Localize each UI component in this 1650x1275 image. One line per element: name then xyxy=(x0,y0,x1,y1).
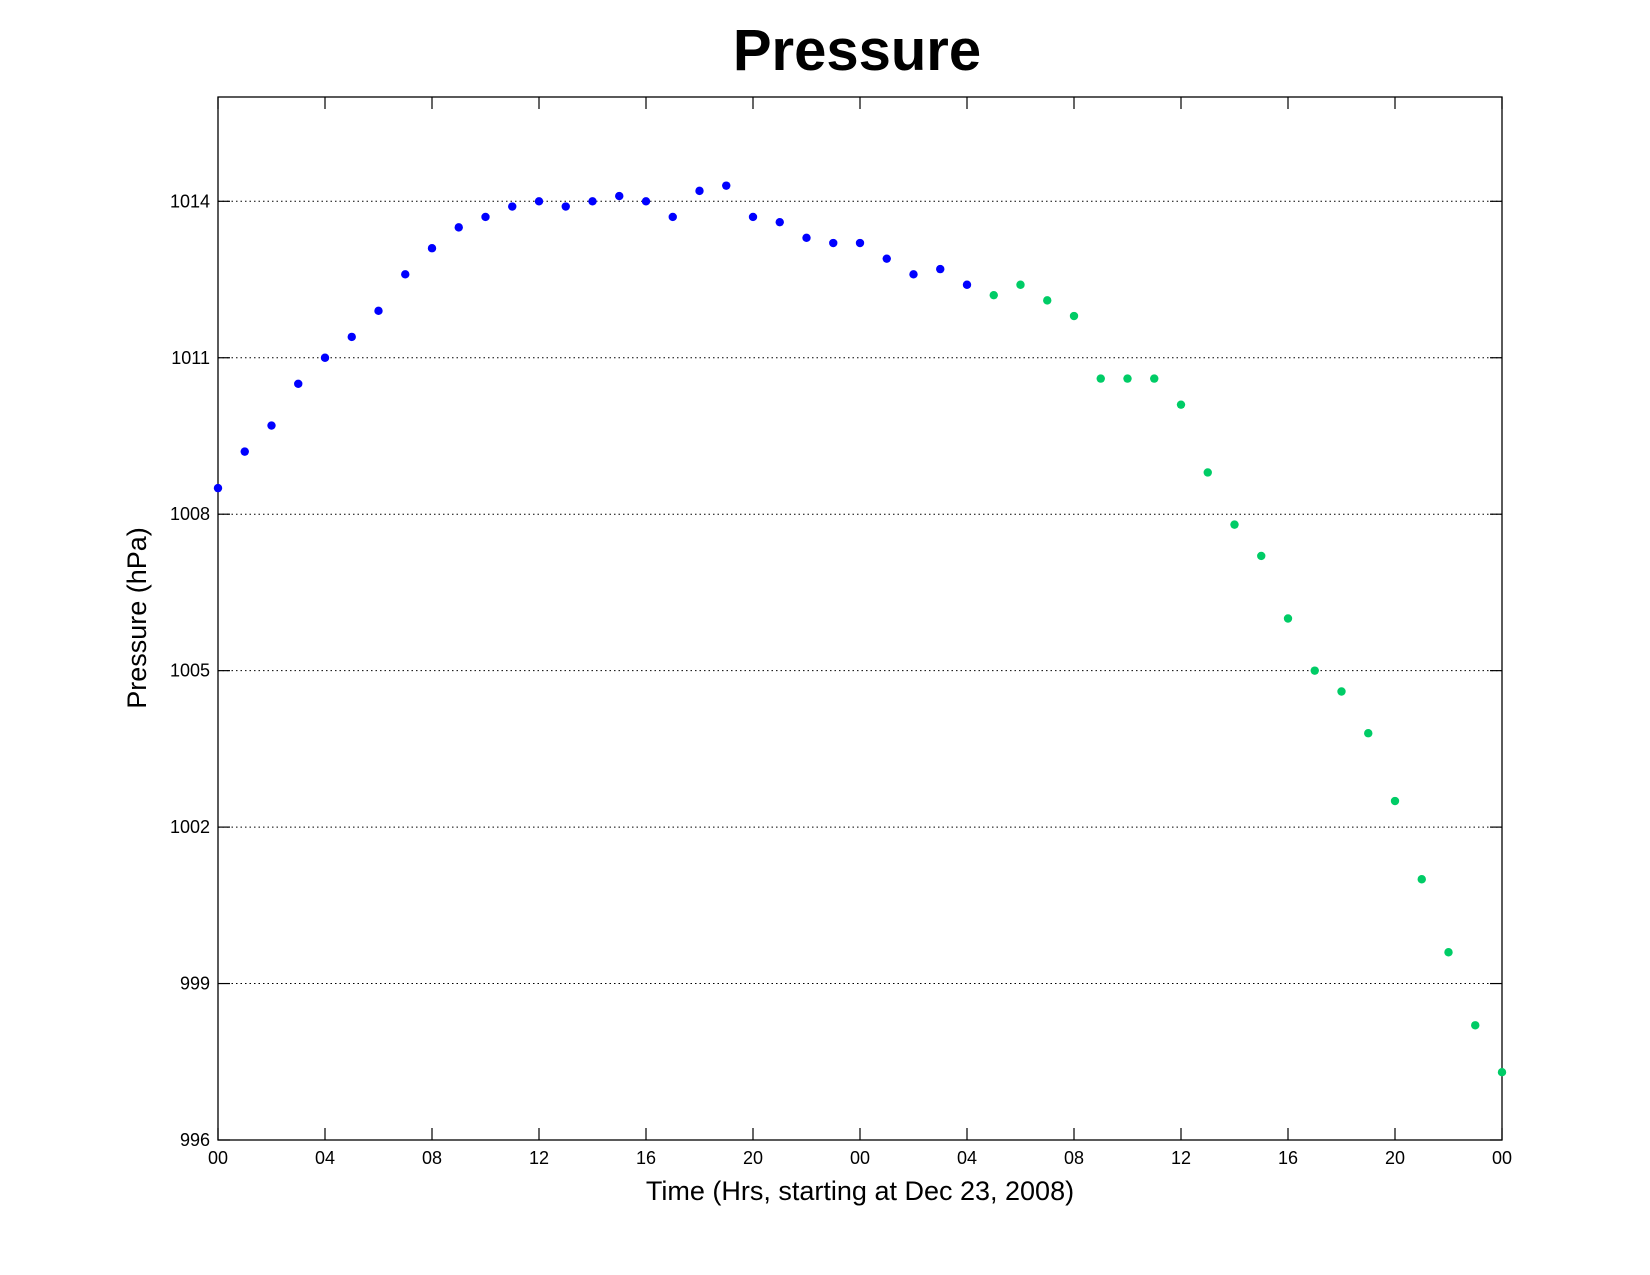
x-tick-label: 16 xyxy=(1278,1148,1298,1168)
data-point-series-1 xyxy=(588,197,597,206)
data-point-series-1 xyxy=(615,191,624,201)
x-tick-label: 20 xyxy=(1385,1148,1405,1168)
y-tick-label: 1002 xyxy=(170,817,210,837)
x-tick-label: 20 xyxy=(743,1148,763,1168)
axis-ticks: 996 999 1002 1005 1008 1011 1014 00 04 08 12 16 20 00… xyxy=(170,97,1512,1168)
data-point-series-2 xyxy=(1471,1021,1480,1030)
y-axis-label: Pressure (hPa) xyxy=(122,527,152,709)
data-point-series-2 xyxy=(1390,796,1400,806)
x-tick-label: 16 xyxy=(636,1148,656,1168)
data-point-series-1 xyxy=(534,197,544,206)
data-point-series-2 xyxy=(1364,729,1373,738)
x-tick-label: 12 xyxy=(529,1148,549,1168)
data-point-series-2 xyxy=(1016,280,1025,289)
data-point-series-2 xyxy=(1283,614,1293,623)
data-point-series-1 xyxy=(722,181,731,190)
data-point-series-2 xyxy=(1176,400,1186,409)
data-point-series-2 xyxy=(1123,374,1132,383)
data-point-series-2 xyxy=(1257,551,1266,561)
data-point-series-1 xyxy=(427,244,437,253)
x-tick-label: 00 xyxy=(1492,1148,1512,1168)
data-point-series-1 xyxy=(695,186,704,196)
data-point-series-1 xyxy=(668,212,677,222)
x-tick-label: 00 xyxy=(208,1148,228,1168)
x-tick-label: 04 xyxy=(315,1148,335,1168)
data-point-series-1 xyxy=(294,379,303,389)
y-tick-label: 1005 xyxy=(170,661,210,681)
data-point-series-1 xyxy=(454,223,463,232)
data-point-series-1 xyxy=(213,483,223,493)
y-tick-label: 1011 xyxy=(171,348,210,368)
x-tick-label: 00 xyxy=(850,1148,870,1168)
data-point-series-1 xyxy=(829,238,838,248)
x-tick-label: 04 xyxy=(957,1148,977,1168)
data-point-series-1 xyxy=(481,212,490,222)
data-point-series-1 xyxy=(641,197,651,206)
data-point-series-2 xyxy=(1230,520,1239,529)
data-point-series-1 xyxy=(909,270,918,279)
data-point-series-2 xyxy=(1150,374,1159,383)
data-point-series-2 xyxy=(989,290,998,300)
data-point-series-1 xyxy=(802,233,811,243)
data-point-series-1 xyxy=(882,254,891,263)
data-point-series-2 xyxy=(1310,666,1319,675)
data-point-series-1 xyxy=(401,270,410,279)
data-point-series-2 xyxy=(1096,374,1105,383)
chart-title: Pressure xyxy=(733,18,981,83)
x-axis-label: Time (Hrs, starting at Dec 23, 2008) xyxy=(646,1176,1074,1206)
data-point-series-1 xyxy=(267,421,276,430)
data-point-series-2 xyxy=(1417,875,1426,884)
data-point-series-2 xyxy=(1497,1068,1507,1077)
data-point-series-2 xyxy=(1043,296,1052,305)
y-tick-label: 996 xyxy=(180,1130,210,1150)
data-point-series-1 xyxy=(775,217,784,227)
data-point-series-1 xyxy=(374,306,383,316)
y-tick-label: 1008 xyxy=(170,504,210,524)
data-point-series-1 xyxy=(561,202,570,211)
data-point-series-1 xyxy=(508,202,517,211)
data-point-series-1 xyxy=(240,447,249,456)
data-point-series-1 xyxy=(855,238,865,248)
data-points xyxy=(213,181,1507,1077)
y-tick-label: 999 xyxy=(180,974,210,994)
data-point-series-1 xyxy=(962,280,972,289)
data-point-series-2 xyxy=(1203,468,1212,477)
x-tick-label: 08 xyxy=(422,1148,442,1168)
data-point-series-2 xyxy=(1337,687,1346,696)
data-point-series-1 xyxy=(347,332,356,342)
data-point-series-2 xyxy=(1069,311,1079,321)
x-tick-label: 08 xyxy=(1064,1148,1084,1168)
data-point-series-1 xyxy=(748,212,758,222)
y-tick-label: 1014 xyxy=(170,191,210,211)
data-point-series-1 xyxy=(320,353,330,362)
data-point-series-2 xyxy=(1444,948,1453,957)
x-tick-label: 12 xyxy=(1171,1148,1191,1168)
data-point-series-1 xyxy=(936,264,945,274)
